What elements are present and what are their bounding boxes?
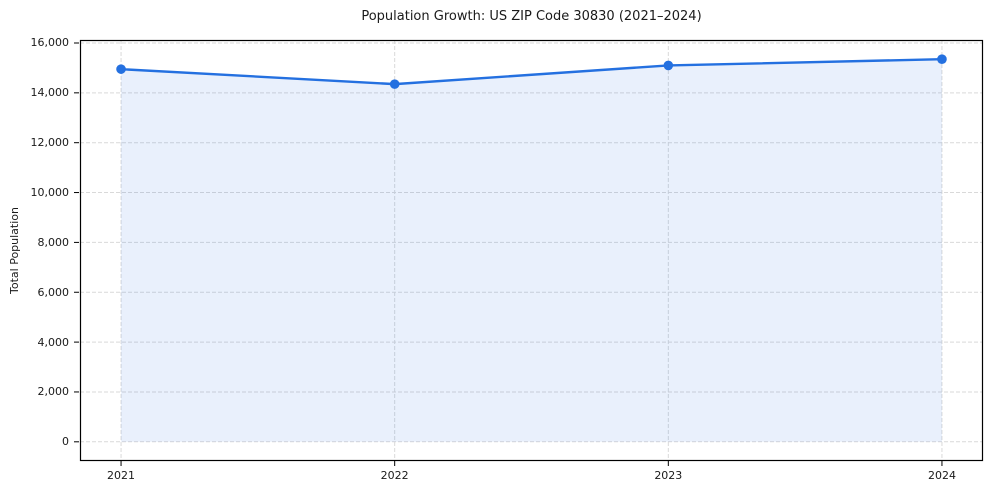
y-tick-label: 12,000	[30, 136, 70, 150]
data-line	[119, 57, 944, 86]
y-tick-label: 16,000	[30, 36, 70, 50]
chart-title: Population Growth: US ZIP Code 30830 (20…	[361, 9, 702, 24]
x-tick-label: 2022	[380, 469, 409, 482]
line-chart	[74, 39, 984, 466]
x-tick-label: 2024	[927, 469, 956, 482]
area-fill	[121, 59, 942, 442]
x-tick-label: 2021	[107, 469, 136, 482]
axes-frame	[79, 39, 984, 462]
y-axis-label: Total Population	[8, 207, 21, 294]
data-point-marker	[663, 60, 674, 71]
y-tick-label: 8,000	[37, 235, 70, 249]
y-tick-label: 4,000	[37, 335, 70, 349]
x-tick-label: 2023	[654, 469, 683, 482]
y-tick-label: 6,000	[37, 285, 70, 299]
data-point-marker	[937, 54, 947, 64]
data-point-marker	[116, 64, 126, 74]
y-tick-label: 0	[62, 435, 69, 449]
y-tick-label: 14,000	[30, 86, 70, 100]
y-tick-label: 10,000	[30, 186, 70, 200]
y-tick-label: 2,000	[37, 385, 70, 399]
data-point-marker	[389, 79, 400, 89]
plot-area	[74, 39, 984, 466]
